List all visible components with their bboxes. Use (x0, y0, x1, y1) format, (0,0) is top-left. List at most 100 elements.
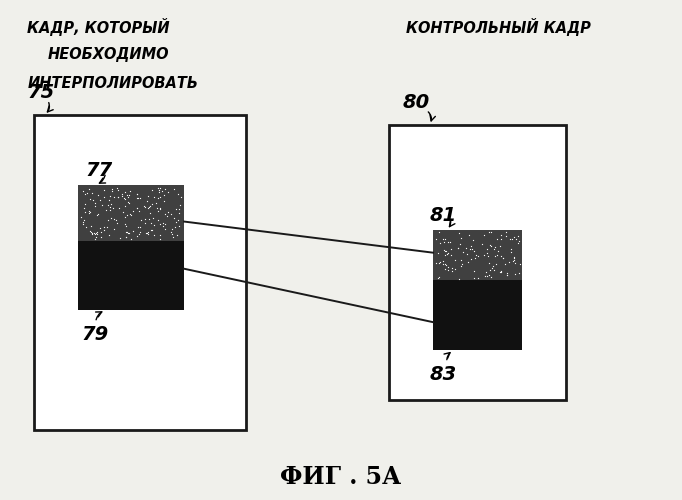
Point (495, 268, 506, 276)
Point (87, 230, 98, 238)
Point (508, 252, 519, 260)
Point (106, 186, 117, 194)
Point (88, 196, 99, 204)
Point (499, 260, 510, 268)
Point (95, 224, 106, 232)
Point (117, 192, 128, 200)
Point (496, 234, 507, 242)
Point (86, 228, 97, 236)
Point (85, 222, 96, 230)
Point (433, 259, 444, 267)
Point (489, 266, 500, 274)
Point (77, 220, 88, 228)
Point (81, 223, 92, 231)
Point (505, 248, 516, 256)
Point (434, 228, 445, 236)
Bar (34, 115, 246, 430)
Point (112, 219, 123, 227)
Point (513, 238, 524, 246)
Point (173, 216, 183, 224)
Text: 77: 77 (85, 161, 113, 180)
Text: 80: 80 (402, 92, 430, 112)
Point (169, 223, 180, 231)
Point (450, 265, 461, 273)
Point (481, 250, 492, 258)
Point (504, 258, 515, 266)
Point (135, 216, 146, 224)
Point (104, 196, 115, 204)
Point (440, 264, 451, 272)
Point (76, 214, 87, 222)
Point (430, 235, 441, 243)
Point (123, 228, 134, 236)
Text: ИНТЕРПОЛИРОВАТЬ: ИНТЕРПОЛИРОВАТЬ (27, 76, 198, 90)
Point (490, 252, 501, 260)
Point (485, 266, 496, 274)
Point (484, 259, 494, 267)
Point (119, 195, 130, 203)
Point (443, 264, 454, 272)
Point (85, 194, 95, 202)
Point (98, 193, 109, 201)
Text: КАДР, КОТОРЫЙ: КАДР, КОТОРЫЙ (27, 18, 170, 36)
Point (133, 194, 144, 202)
Point (143, 228, 153, 236)
Point (160, 186, 170, 194)
Point (169, 214, 180, 222)
Point (125, 210, 136, 218)
Point (104, 230, 115, 238)
Point (160, 210, 170, 218)
Point (513, 232, 524, 240)
Point (113, 186, 123, 194)
Point (155, 184, 166, 192)
Point (439, 238, 449, 246)
Point (166, 230, 177, 238)
Point (158, 219, 168, 227)
Point (440, 252, 451, 260)
Point (148, 193, 159, 201)
Text: НЕОБХОДИМО: НЕОБХОДИМО (48, 46, 169, 62)
Point (479, 272, 490, 280)
Point (143, 230, 153, 238)
Point (470, 254, 481, 262)
Point (105, 192, 116, 200)
Point (465, 255, 476, 263)
Point (440, 261, 451, 269)
Point (501, 232, 512, 240)
Point (172, 230, 183, 238)
Point (496, 231, 507, 239)
Point (443, 238, 454, 246)
Point (484, 228, 494, 236)
Point (174, 209, 185, 217)
Point (441, 246, 452, 254)
Point (464, 231, 475, 239)
Point (507, 258, 518, 266)
Point (151, 204, 162, 212)
Point (101, 206, 112, 214)
Point (98, 186, 109, 194)
Point (440, 247, 451, 255)
Point (453, 244, 464, 252)
Point (143, 192, 154, 200)
Point (437, 234, 448, 242)
Point (151, 199, 162, 207)
Point (102, 223, 113, 231)
Point (437, 260, 448, 268)
Point (176, 193, 187, 201)
Point (442, 250, 453, 258)
Point (119, 213, 130, 221)
Point (467, 236, 478, 244)
Point (119, 194, 130, 202)
Point (155, 230, 166, 238)
Point (146, 226, 157, 234)
Point (473, 274, 484, 281)
Point (454, 230, 464, 237)
Point (146, 226, 157, 234)
Point (121, 233, 132, 241)
Point (162, 188, 173, 196)
Point (84, 207, 95, 215)
Point (434, 258, 445, 266)
Point (469, 247, 479, 255)
Point (155, 204, 166, 212)
Point (120, 228, 131, 235)
